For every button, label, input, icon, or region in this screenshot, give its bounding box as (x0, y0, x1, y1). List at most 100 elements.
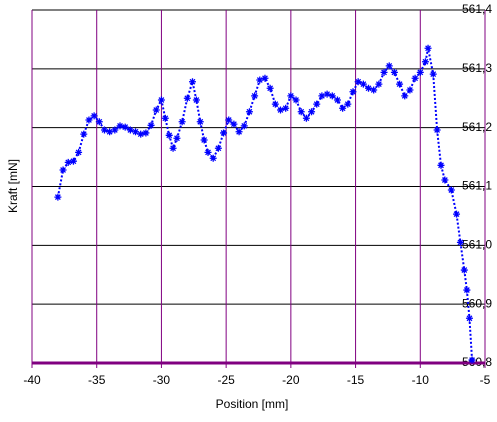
data-point (318, 92, 326, 100)
data-point (169, 144, 177, 152)
data-point (85, 116, 93, 124)
y-tick-label: 561,3 (462, 61, 492, 75)
data-point (447, 186, 455, 194)
data-point (297, 108, 305, 116)
data-point (453, 210, 461, 218)
data-point (411, 74, 419, 82)
data-point (328, 92, 336, 100)
data-point (126, 126, 134, 134)
data-point (441, 176, 449, 184)
data-point (220, 129, 228, 137)
data-point (390, 68, 398, 76)
y-tick-label: 561,0 (462, 238, 492, 252)
data-point (308, 108, 316, 116)
data-point (385, 62, 393, 70)
data-point (75, 148, 83, 156)
x-tick-label: -15 (347, 373, 365, 387)
data-point (282, 104, 290, 112)
data-point (132, 128, 140, 136)
data-point (137, 130, 145, 138)
y-tick-label: 560,9 (462, 296, 492, 310)
data-point (287, 92, 295, 100)
data-point (214, 144, 222, 152)
data-point (116, 122, 124, 130)
x-tick-label: -35 (88, 373, 106, 387)
data-point (349, 88, 357, 96)
data-point (111, 126, 119, 134)
data-point (437, 161, 445, 169)
data-point (344, 100, 352, 108)
data-point (235, 128, 243, 136)
data-point (192, 96, 200, 104)
data-line (56, 48, 474, 361)
data-point (240, 122, 248, 130)
data-point (161, 114, 169, 122)
data-point (429, 70, 437, 78)
data-point (54, 193, 62, 201)
data-point (302, 114, 310, 122)
data-point (256, 76, 264, 84)
x-axis-label: Position [mm] (216, 397, 289, 411)
data-point (313, 100, 321, 108)
data-point (100, 126, 108, 134)
x-tick-label: -40 (23, 373, 41, 387)
data-point (225, 116, 233, 124)
data-point (200, 136, 208, 144)
data-point (90, 112, 98, 120)
x-tick-label: -10 (412, 373, 430, 387)
data-point (251, 92, 259, 100)
data-point (433, 126, 441, 134)
data-point (359, 80, 367, 88)
data-point (396, 80, 404, 88)
data-point (266, 84, 274, 92)
y-tick-label: 561,2 (462, 120, 492, 134)
data-point (196, 118, 204, 126)
data-point (421, 58, 429, 66)
data-point (165, 131, 173, 139)
data-point (178, 118, 186, 126)
x-tick-label: -25 (217, 373, 235, 387)
data-point (354, 78, 362, 86)
data-point (230, 120, 238, 128)
data-point (323, 90, 331, 98)
x-tick-label: -30 (153, 373, 171, 387)
x-tick-label: -5 (480, 373, 491, 387)
data-point (333, 96, 341, 104)
data-point (339, 104, 347, 112)
data-point (64, 158, 72, 166)
data-point (209, 154, 217, 162)
data-point (370, 86, 378, 94)
data-point (460, 266, 468, 274)
data-point (173, 134, 181, 142)
data-point (121, 123, 129, 131)
data-point (152, 106, 160, 114)
data-point (157, 96, 165, 104)
data-point (424, 44, 432, 52)
data-point (245, 108, 253, 116)
data-point (365, 84, 373, 92)
data-point (375, 80, 383, 88)
data-point (188, 78, 196, 86)
data-point (416, 68, 424, 76)
data-point (456, 238, 464, 246)
data-point (277, 106, 285, 114)
data-point (463, 286, 471, 294)
data-point (147, 121, 155, 129)
data-point (271, 100, 279, 108)
data-point (95, 118, 103, 126)
data-point (261, 74, 269, 82)
data-point (465, 314, 473, 322)
y-tick-label: 561,1 (462, 179, 492, 193)
data-point (292, 96, 300, 104)
y-tick-label: 561,4 (462, 2, 492, 16)
data-point (142, 129, 150, 137)
data-point (69, 157, 77, 165)
data-point (204, 148, 212, 156)
data-point (80, 130, 88, 138)
data-point (59, 166, 67, 174)
data-point (401, 92, 409, 100)
x-tick-label: -20 (282, 373, 300, 387)
y-axis-label: Kraft [mN] (6, 159, 20, 213)
data-point (183, 94, 191, 102)
